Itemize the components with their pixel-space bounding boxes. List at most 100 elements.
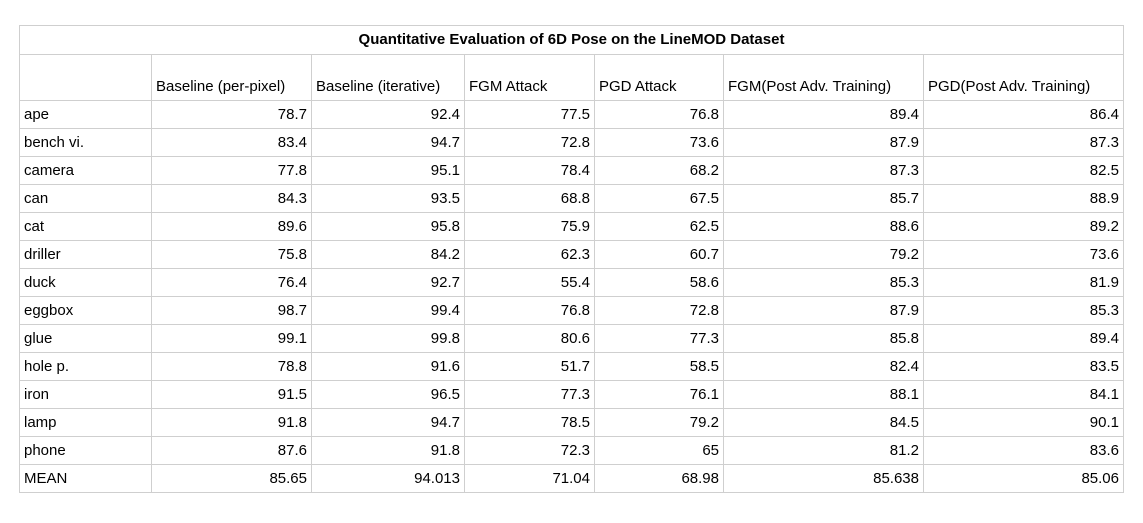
value-cell[interactable]: 84.1 bbox=[923, 380, 1124, 409]
column-header[interactable]: PGD(Post Adv. Training) bbox=[923, 54, 1124, 101]
value-cell[interactable]: 77.5 bbox=[464, 100, 595, 129]
value-cell[interactable]: 88.9 bbox=[923, 184, 1124, 213]
value-cell[interactable]: 51.7 bbox=[464, 352, 595, 381]
value-cell[interactable]: 75.9 bbox=[464, 212, 595, 241]
value-cell[interactable]: 76.8 bbox=[464, 296, 595, 325]
value-cell[interactable]: 60.7 bbox=[594, 240, 724, 269]
value-cell[interactable]: 91.5 bbox=[151, 380, 312, 409]
column-header[interactable]: FGM Attack bbox=[464, 54, 595, 101]
value-cell[interactable]: 94.7 bbox=[311, 408, 465, 437]
value-cell[interactable]: 91.8 bbox=[311, 436, 465, 465]
row-label[interactable]: eggbox bbox=[19, 296, 152, 325]
value-cell[interactable]: 89.6 bbox=[151, 212, 312, 241]
value-cell[interactable]: 86.4 bbox=[923, 100, 1124, 129]
value-cell[interactable]: 77.8 bbox=[151, 156, 312, 185]
value-cell[interactable]: 77.3 bbox=[464, 380, 595, 409]
value-cell[interactable]: 95.1 bbox=[311, 156, 465, 185]
column-header[interactable]: FGM(Post Adv. Training) bbox=[723, 54, 924, 101]
value-cell[interactable]: 65 bbox=[594, 436, 724, 465]
value-cell[interactable]: 92.4 bbox=[311, 100, 465, 129]
value-cell[interactable]: 55.4 bbox=[464, 268, 595, 297]
value-cell[interactable]: 85.3 bbox=[723, 268, 924, 297]
row-label[interactable]: cat bbox=[19, 212, 152, 241]
value-cell[interactable]: 85.8 bbox=[723, 324, 924, 353]
value-cell[interactable]: 84.2 bbox=[311, 240, 465, 269]
value-cell[interactable]: 84.5 bbox=[723, 408, 924, 437]
value-cell[interactable]: 73.6 bbox=[923, 240, 1124, 269]
table-title[interactable]: Quantitative Evaluation of 6D Pose on th… bbox=[19, 25, 1124, 55]
value-cell[interactable]: 76.8 bbox=[594, 100, 724, 129]
value-cell[interactable]: 81.2 bbox=[723, 436, 924, 465]
value-cell[interactable]: 92.7 bbox=[311, 268, 465, 297]
value-cell[interactable]: 99.4 bbox=[311, 296, 465, 325]
value-cell[interactable]: 78.4 bbox=[464, 156, 595, 185]
value-cell[interactable]: 68.2 bbox=[594, 156, 724, 185]
value-cell[interactable]: 72.8 bbox=[464, 128, 595, 157]
value-cell[interactable]: 82.5 bbox=[923, 156, 1124, 185]
value-cell[interactable]: 68.8 bbox=[464, 184, 595, 213]
value-cell[interactable]: 90.1 bbox=[923, 408, 1124, 437]
value-cell[interactable]: 99.1 bbox=[151, 324, 312, 353]
row-label[interactable]: iron bbox=[19, 380, 152, 409]
value-cell[interactable]: 85.7 bbox=[723, 184, 924, 213]
row-label[interactable]: hole p. bbox=[19, 352, 152, 381]
value-cell[interactable]: 83.4 bbox=[151, 128, 312, 157]
value-cell[interactable]: 58.5 bbox=[594, 352, 724, 381]
row-label[interactable]: lamp bbox=[19, 408, 152, 437]
value-cell[interactable]: 76.4 bbox=[151, 268, 312, 297]
row-label[interactable]: driller bbox=[19, 240, 152, 269]
value-cell[interactable]: 87.9 bbox=[723, 296, 924, 325]
value-cell[interactable]: 72.8 bbox=[594, 296, 724, 325]
value-cell[interactable]: 78.8 bbox=[151, 352, 312, 381]
value-cell[interactable]: 81.9 bbox=[923, 268, 1124, 297]
value-cell[interactable]: 67.5 bbox=[594, 184, 724, 213]
value-cell[interactable]: 95.8 bbox=[311, 212, 465, 241]
value-cell[interactable]: 91.6 bbox=[311, 352, 465, 381]
column-header[interactable]: PGD Attack bbox=[594, 54, 724, 101]
corner-cell[interactable] bbox=[19, 54, 152, 101]
row-label[interactable]: camera bbox=[19, 156, 152, 185]
value-cell[interactable]: 78.5 bbox=[464, 408, 595, 437]
value-cell[interactable]: 75.8 bbox=[151, 240, 312, 269]
value-cell[interactable]: 85.638 bbox=[723, 464, 924, 493]
value-cell[interactable]: 87.9 bbox=[723, 128, 924, 157]
row-label[interactable]: glue bbox=[19, 324, 152, 353]
value-cell[interactable]: 78.7 bbox=[151, 100, 312, 129]
value-cell[interactable]: 68.98 bbox=[594, 464, 724, 493]
value-cell[interactable]: 91.8 bbox=[151, 408, 312, 437]
row-label[interactable]: can bbox=[19, 184, 152, 213]
value-cell[interactable]: 89.2 bbox=[923, 212, 1124, 241]
value-cell[interactable]: 89.4 bbox=[723, 100, 924, 129]
value-cell[interactable]: 87.3 bbox=[923, 128, 1124, 157]
column-header[interactable]: Baseline (per-pixel) bbox=[151, 54, 312, 101]
value-cell[interactable]: 93.5 bbox=[311, 184, 465, 213]
value-cell[interactable]: 62.5 bbox=[594, 212, 724, 241]
row-label[interactable]: bench vi. bbox=[19, 128, 152, 157]
column-header[interactable]: Baseline (iterative) bbox=[311, 54, 465, 101]
value-cell[interactable]: 72.3 bbox=[464, 436, 595, 465]
value-cell[interactable]: 77.3 bbox=[594, 324, 724, 353]
row-label[interactable]: duck bbox=[19, 268, 152, 297]
value-cell[interactable]: 87.3 bbox=[723, 156, 924, 185]
value-cell[interactable]: 79.2 bbox=[594, 408, 724, 437]
value-cell[interactable]: 94.7 bbox=[311, 128, 465, 157]
value-cell[interactable]: 85.3 bbox=[923, 296, 1124, 325]
value-cell[interactable]: 80.6 bbox=[464, 324, 595, 353]
value-cell[interactable]: 89.4 bbox=[923, 324, 1124, 353]
value-cell[interactable]: 83.5 bbox=[923, 352, 1124, 381]
value-cell[interactable]: 98.7 bbox=[151, 296, 312, 325]
value-cell[interactable]: 94.013 bbox=[311, 464, 465, 493]
value-cell[interactable]: 71.04 bbox=[464, 464, 595, 493]
value-cell[interactable]: 96.5 bbox=[311, 380, 465, 409]
value-cell[interactable]: 79.2 bbox=[723, 240, 924, 269]
value-cell[interactable]: 88.6 bbox=[723, 212, 924, 241]
value-cell[interactable]: 85.65 bbox=[151, 464, 312, 493]
value-cell[interactable]: 62.3 bbox=[464, 240, 595, 269]
value-cell[interactable]: 88.1 bbox=[723, 380, 924, 409]
value-cell[interactable]: 99.8 bbox=[311, 324, 465, 353]
row-label[interactable]: phone bbox=[19, 436, 152, 465]
value-cell[interactable]: 85.06 bbox=[923, 464, 1124, 493]
value-cell[interactable]: 76.1 bbox=[594, 380, 724, 409]
value-cell[interactable]: 58.6 bbox=[594, 268, 724, 297]
row-label[interactable]: ape bbox=[19, 100, 152, 129]
